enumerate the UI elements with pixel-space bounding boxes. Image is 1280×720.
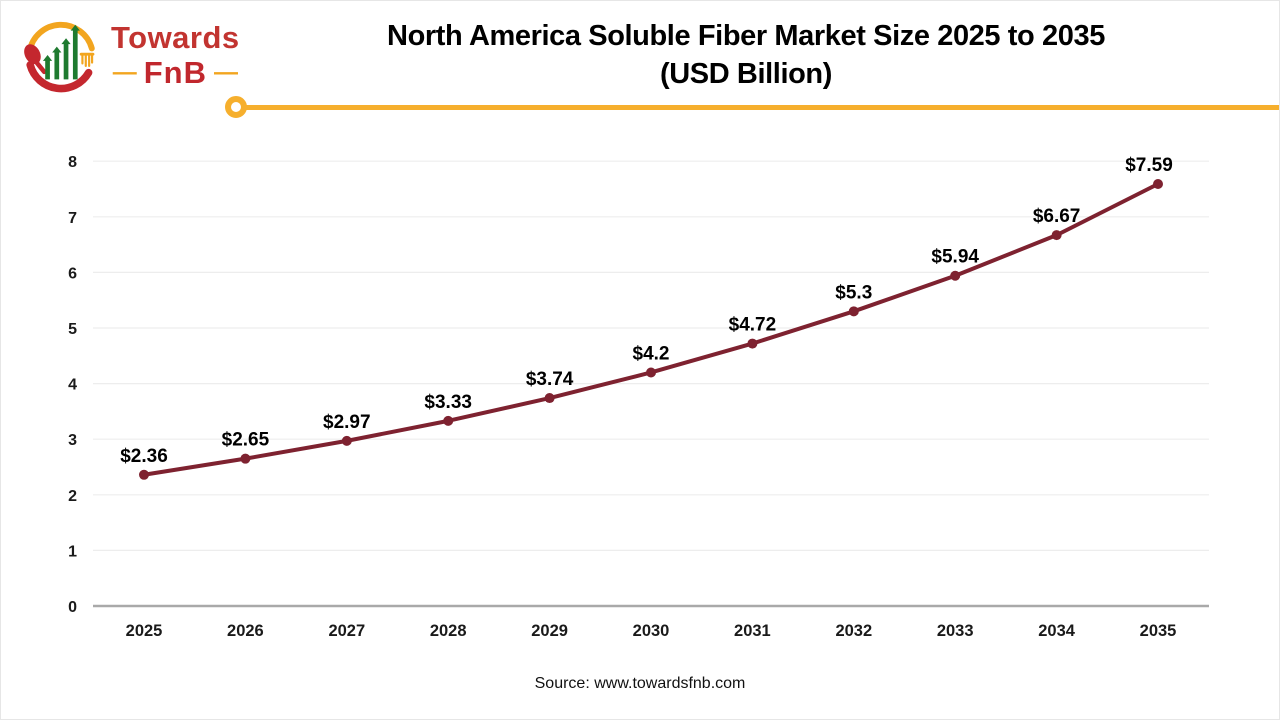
data-point-marker xyxy=(950,270,961,281)
brand-logo-icon xyxy=(24,21,95,93)
chart-title: North America Soluble Fiber Market Size … xyxy=(221,17,1271,93)
logo-dash-right: — xyxy=(213,58,238,86)
data-label: $7.59 xyxy=(1125,155,1173,176)
x-tick-label: 2030 xyxy=(633,622,670,640)
x-tick-label: 2028 xyxy=(430,622,467,640)
data-point-marker xyxy=(341,435,352,446)
data-label: $3.74 xyxy=(526,369,574,390)
x-tick-label: 2032 xyxy=(835,622,872,640)
brand-logo: Towards — FnB — xyxy=(19,13,240,97)
data-point-marker xyxy=(646,367,656,378)
fork-icon xyxy=(79,52,95,68)
brand-logo-text: Towards — FnB — xyxy=(111,22,240,88)
data-label: $5.94 xyxy=(931,247,979,268)
y-tick-label: 3 xyxy=(68,432,77,449)
data-point-marker xyxy=(139,469,149,480)
data-point-marker xyxy=(240,453,251,464)
data-point-marker xyxy=(1153,178,1163,189)
data-point-marker xyxy=(544,393,555,404)
x-tick-label: 2031 xyxy=(734,622,771,640)
y-tick-label: 1 xyxy=(68,543,77,560)
x-tick-label: 2033 xyxy=(937,622,974,640)
data-point-marker xyxy=(747,338,758,349)
data-label: $2.97 xyxy=(323,412,371,433)
x-tick-label: 2035 xyxy=(1140,622,1177,640)
data-point-marker xyxy=(443,415,454,426)
y-tick-label: 5 xyxy=(68,321,77,338)
data-point-marker xyxy=(848,306,859,317)
x-tick-label: 2026 xyxy=(227,622,264,640)
divider-ring-icon xyxy=(225,96,247,118)
brand-name-towards: Towards xyxy=(111,20,240,55)
y-tick-label: 2 xyxy=(68,488,77,505)
y-tick-label: 0 xyxy=(68,599,77,616)
y-tick-label: 7 xyxy=(68,210,77,227)
data-label: $3.33 xyxy=(424,392,472,413)
growth-bars-icon xyxy=(42,24,80,80)
source-caption: Source: www.towardsfnb.com xyxy=(534,675,746,692)
series-line xyxy=(142,181,1160,477)
data-label: $4.2 xyxy=(633,343,670,364)
logo-arc-red xyxy=(26,61,93,93)
y-tick-label: 4 xyxy=(68,377,77,394)
chart-title-line2: (USD Billion) xyxy=(659,58,832,90)
y-tick-label: 6 xyxy=(68,265,77,282)
spoon-icon xyxy=(24,44,47,75)
y-tick-label: 8 xyxy=(68,154,77,171)
x-tick-label: 2029 xyxy=(531,622,568,640)
x-tick-label: 2027 xyxy=(328,622,365,640)
x-tick-label: 2034 xyxy=(1038,622,1076,640)
data-point-marker xyxy=(1051,230,1062,241)
chart-title-line1: North America Soluble Fiber Market Size … xyxy=(387,20,1105,52)
logo-arc-yellow xyxy=(26,21,95,55)
data-label: $5.3 xyxy=(835,282,872,303)
logo-dash-left: — xyxy=(112,58,137,86)
data-label: $6.67 xyxy=(1033,206,1081,227)
x-tick-label: 2025 xyxy=(126,622,163,640)
data-label: $4.72 xyxy=(729,315,777,336)
data-label: $2.36 xyxy=(120,446,168,467)
data-label: $2.65 xyxy=(222,430,270,451)
title-divider xyxy=(246,105,1279,110)
brand-name-fnb: FnB xyxy=(143,55,207,90)
